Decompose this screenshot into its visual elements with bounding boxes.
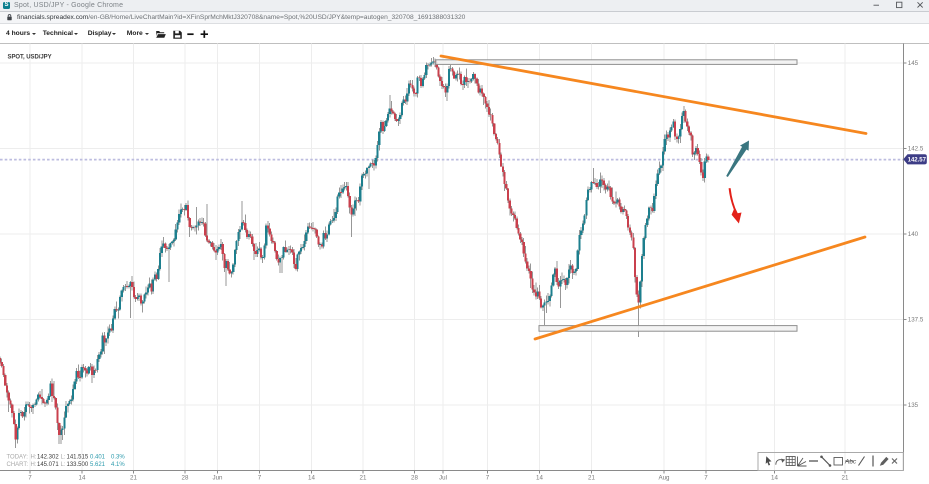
svg-text:4.1%: 4.1% <box>111 462 125 468</box>
svg-text:14: 14 <box>536 475 543 482</box>
svg-text:137.5: 137.5 <box>908 317 924 324</box>
svg-text:Jul: Jul <box>439 475 447 482</box>
svg-text:Abc: Abc <box>844 459 857 466</box>
svg-text:7: 7 <box>258 475 262 482</box>
svg-text:5.621: 5.621 <box>90 462 106 468</box>
svg-text:14: 14 <box>771 475 778 482</box>
svg-text:H:: H: <box>31 462 37 468</box>
svg-text:0.3%: 0.3% <box>111 455 125 461</box>
svg-text:145: 145 <box>908 60 919 67</box>
svg-text:142.5: 142.5 <box>908 146 924 153</box>
svg-text:140: 140 <box>908 231 919 238</box>
svg-text:145.071: 145.071 <box>37 462 59 468</box>
svg-text:Aug: Aug <box>658 475 670 482</box>
svg-text:L:: L: <box>61 455 66 461</box>
svg-text:L:: L: <box>61 462 66 468</box>
svg-text:Jun: Jun <box>213 475 224 482</box>
svg-text:133.500: 133.500 <box>67 462 89 468</box>
svg-text:TODAY:: TODAY: <box>7 455 29 461</box>
svg-text:28: 28 <box>411 475 418 482</box>
svg-text:H:: H: <box>31 455 37 461</box>
svg-text:7: 7 <box>28 475 32 482</box>
svg-text:28: 28 <box>182 475 189 482</box>
svg-text:142.302: 142.302 <box>37 455 59 461</box>
svg-text:7: 7 <box>486 475 490 482</box>
svg-text:141.515: 141.515 <box>67 455 89 461</box>
svg-text:21: 21 <box>360 475 367 482</box>
svg-text:21: 21 <box>842 475 849 482</box>
svg-text:0.401: 0.401 <box>90 455 106 461</box>
svg-text:SPOT, USD/JPY: SPOT, USD/JPY <box>8 55 52 61</box>
svg-text:142.57: 142.57 <box>908 158 927 164</box>
svg-text:14: 14 <box>79 475 86 482</box>
svg-text:135: 135 <box>908 402 919 409</box>
svg-text:14: 14 <box>308 475 315 482</box>
svg-text:21: 21 <box>130 475 137 482</box>
svg-text:7: 7 <box>704 475 708 482</box>
svg-text:21: 21 <box>588 475 595 482</box>
svg-text:CHART:: CHART: <box>7 462 29 468</box>
